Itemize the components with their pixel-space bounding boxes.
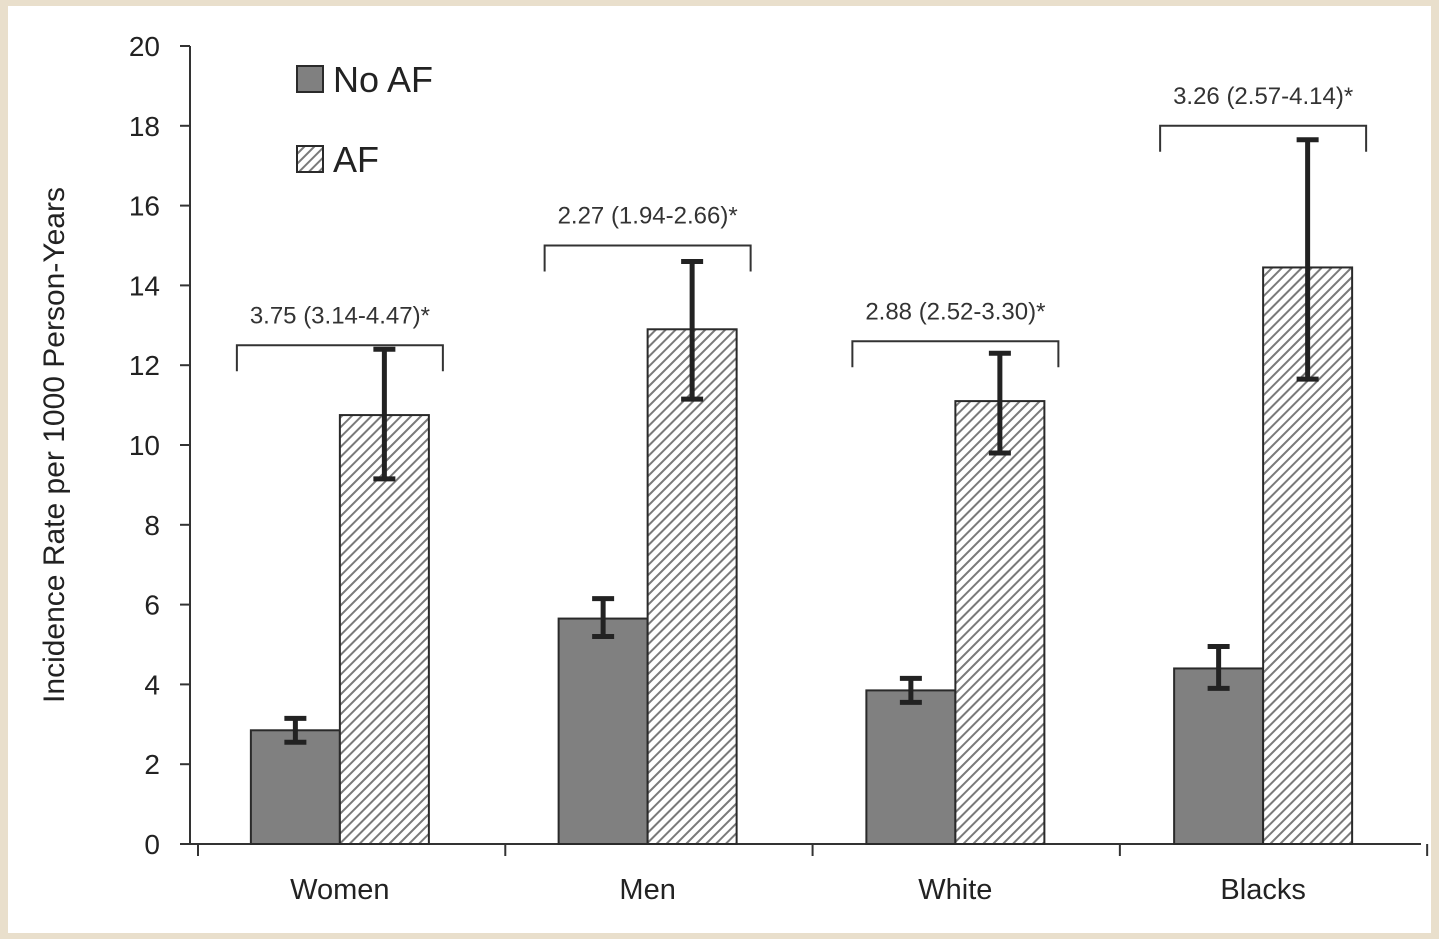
x-tick-label-white: White <box>918 874 992 906</box>
y-tick-label-8: 8 <box>144 510 160 541</box>
error-bar-af-white <box>988 350 1011 456</box>
y-tick-label-16: 16 <box>129 191 160 222</box>
annotation-bracket-women <box>235 344 444 372</box>
y-tick-label-14: 14 <box>129 270 160 301</box>
bar-no-af-women <box>249 729 341 845</box>
annotation-bracket-men <box>543 244 752 272</box>
annotation-bracket-blacks <box>1159 124 1368 152</box>
annotation-bracket-white <box>851 340 1060 368</box>
annotation-label-blacks: 3.26 (2.57-4.14)* <box>1173 83 1353 110</box>
y-tick-label-20: 20 <box>129 31 160 62</box>
error-bar-no-af-blacks <box>1207 643 1230 691</box>
legend-swatch-af <box>296 145 324 173</box>
error-bar-no-af-men <box>592 596 615 640</box>
chart-frame: 0 2 4 6 8 10 12 14 16 18 20 Incidence Rate per 1000… <box>8 6 1431 933</box>
bar-chart: 0 2 4 6 8 10 12 14 16 18 20 Incidence Rate per 1000… <box>38 31 1429 906</box>
y-tick-label-10: 10 <box>129 430 160 461</box>
error-bar-af-blacks <box>1296 137 1319 382</box>
legend-swatch-no-af <box>296 65 324 93</box>
annotation-label-men: 2.27 (1.94-2.66)* <box>558 203 738 230</box>
x-tick-label-men: Men <box>619 874 675 906</box>
bar-no-af-men <box>557 617 649 845</box>
y-tick-label-2: 2 <box>144 749 160 780</box>
y-axis-label: Incidence Rate per 1000 Person-Years <box>38 187 71 703</box>
bar-af-men <box>646 328 738 846</box>
legend-label-af: AF <box>333 139 379 180</box>
y-tick-label-6: 6 <box>144 590 160 621</box>
y-tick-label-4: 4 <box>144 669 160 700</box>
y-tick-label-12: 12 <box>129 350 160 381</box>
bar-af-white <box>954 400 1046 845</box>
bar-no-af-white <box>865 689 957 846</box>
annotation-label-white: 2.88 (2.52-3.30)* <box>865 298 1045 325</box>
error-bar-no-af-women <box>284 715 307 745</box>
y-tick-label-0: 0 <box>144 829 160 860</box>
annotation-label-women: 3.75 (3.14-4.47)* <box>250 302 430 329</box>
error-bar-af-women <box>373 346 396 482</box>
y-tick-label-18: 18 <box>129 111 160 142</box>
error-bar-no-af-white <box>899 675 922 705</box>
x-tick-label-women: Women <box>290 874 389 906</box>
bar-no-af-blacks <box>1173 667 1265 845</box>
error-bar-af-men <box>681 258 704 402</box>
x-tick-label-blacks: Blacks <box>1220 874 1305 906</box>
legend-label-no-af: No AF <box>333 59 433 100</box>
